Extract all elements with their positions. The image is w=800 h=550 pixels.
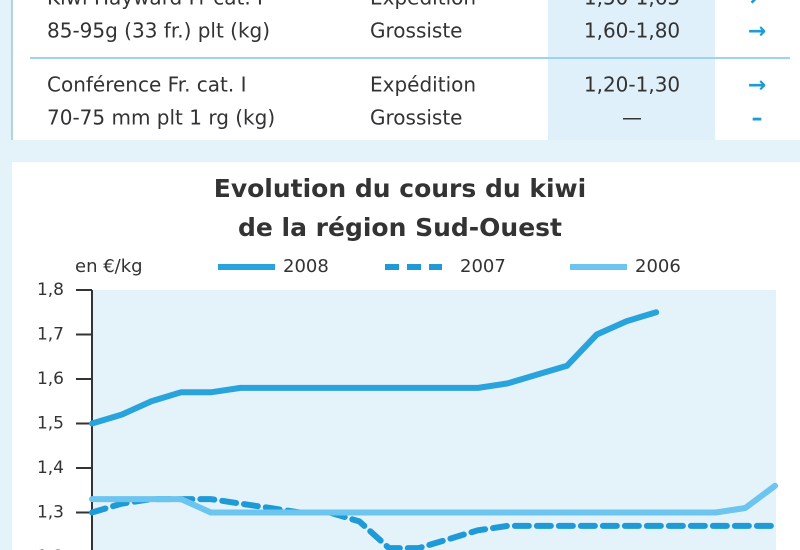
legend-label: 2007 xyxy=(460,256,506,277)
trend: ↗ xyxy=(748,0,766,11)
product: 85-95g (33 fr.) plt (kg) xyxy=(47,19,270,43)
line-series xyxy=(89,482,778,516)
y-tick-label: 1,4 xyxy=(37,458,64,478)
y-tick-label: 1,8 xyxy=(37,280,64,300)
price: — xyxy=(622,106,642,130)
y-tick-label: 1,7 xyxy=(37,325,64,345)
plot-area xyxy=(92,290,776,550)
table: Kiwi Hayward Fr cat. I Expédition 1,50-1,6… xyxy=(47,0,766,131)
chart-title: de la région Sud-Ouest xyxy=(238,213,562,242)
chart-title: Evolution du cours du kiwi xyxy=(214,174,586,203)
price: 1,20-1,30 xyxy=(584,73,680,97)
market: Expédition xyxy=(370,73,476,97)
y-tick-label: 1,2 xyxy=(37,547,64,550)
legend-label: 2006 xyxy=(635,256,681,277)
price-column xyxy=(548,0,715,140)
market: Grossiste xyxy=(370,106,462,130)
product: Kiwi Hayward Fr cat. I xyxy=(47,0,263,10)
product: Conférence Fr. cat. I xyxy=(47,73,247,97)
legend-label: 2008 xyxy=(283,256,329,277)
market: Grossiste xyxy=(370,19,462,43)
trend: – xyxy=(752,106,763,131)
trend: → xyxy=(748,73,766,98)
line-series xyxy=(89,496,778,550)
y-tick-label: 1,3 xyxy=(37,503,64,523)
price: 1,60-1,80 xyxy=(584,19,680,43)
price: 1,50-1,65 xyxy=(584,0,680,10)
y-axis-label: en €/kg xyxy=(75,256,143,277)
line-series xyxy=(89,309,660,427)
trend: → xyxy=(748,19,766,44)
y-tick-label: 1,5 xyxy=(37,414,64,434)
product: 70-75 mm plt 1 rg (kg) xyxy=(47,106,275,130)
y-tick-label: 1,6 xyxy=(37,369,64,389)
market: Expédition xyxy=(370,0,476,10)
plot: 1,2 1,3 1,4 1,5 1,6 1,7 1,8 2008 2007 2006 xyxy=(37,256,778,550)
